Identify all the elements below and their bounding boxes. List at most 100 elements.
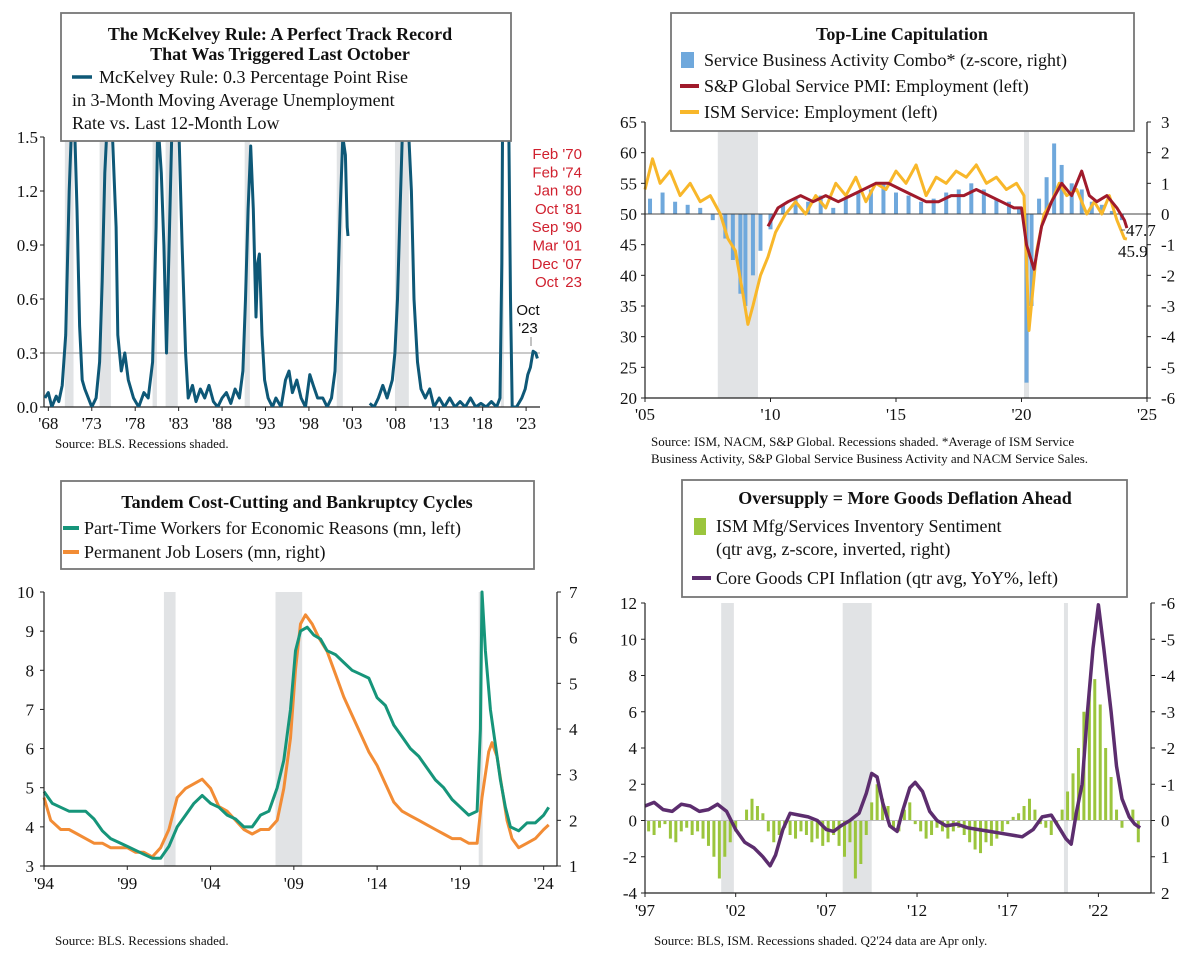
chart-title: Tandem Cost-Cutting and Bankruptcy Cycle… (121, 492, 472, 512)
y-left-tick-label: 60 (620, 144, 637, 163)
y-left-tick-label: 65 (620, 113, 637, 132)
x-tick-label: '04 (201, 874, 222, 893)
inventory-sentiment-bar (837, 820, 841, 846)
y-tick-label: 1.5 (17, 128, 38, 147)
legend-swatch (694, 518, 706, 535)
ism-employment-line (643, 157, 1128, 332)
combo-bar (750, 214, 755, 276)
y-right-tick-label: 5 (569, 674, 578, 693)
combo-bar (793, 198, 798, 214)
y-tick-label: 0.9 (17, 236, 38, 255)
y-left-tick-label: 10 (620, 630, 637, 649)
inventory-sentiment-bar (924, 820, 928, 839)
y-right-tick-label: -2 (1161, 266, 1175, 285)
combo-bar (1052, 143, 1057, 214)
inventory-sentiment-bar (674, 820, 678, 843)
oversupply-chart: -4-2024681012210-1-2-3-4-5-6'97'02'07'12… (620, 479, 1176, 948)
x-tick-label: '24 (534, 874, 555, 893)
y-left-tick-label: 0 (629, 812, 638, 831)
inventory-sentiment-bar (810, 820, 814, 843)
y-left-tick-label: 50 (620, 205, 637, 224)
recession-band (163, 592, 176, 866)
y-left-tick-label: 6 (26, 740, 35, 759)
inventory-sentiment-bar (788, 820, 792, 835)
legend-box (60, 480, 535, 570)
inventory-sentiment-bar (1115, 809, 1119, 821)
inventory-sentiment-bar (1093, 679, 1097, 821)
trigger-date-label: Mar '01 (532, 238, 582, 255)
inventory-sentiment-bar (728, 820, 732, 843)
combo-bar (981, 189, 986, 214)
inventory-sentiment-bar (1006, 820, 1010, 825)
y-right-tick-label: 2 (1161, 884, 1170, 903)
sp-pmi-line (766, 169, 1129, 271)
y-right-tick-label: -6 (1161, 389, 1175, 408)
inventory-sentiment-bar (908, 802, 912, 821)
inventory-sentiment-bar (1022, 806, 1026, 821)
inventory-sentiment-bar (761, 813, 765, 821)
inventory-sentiment-bar (647, 820, 651, 832)
core-goods-cpi-line (644, 603, 1142, 868)
capitulation-chart: 20 25 30 35 40 45 50 55 60 65 -6 -5 -4 -3 -2 -1 0 1 2 3 '05 '… (620, 12, 1176, 466)
y-right-tick-label: -1 (1161, 236, 1175, 255)
chart-source: Source: ISM, NACM, S&P Global. Recession… (651, 434, 1074, 449)
chart-source: Source: BLS. Recessions shaded. (55, 933, 229, 948)
inventory-sentiment-bar (864, 820, 868, 835)
inventory-sentiment-bar (979, 820, 983, 854)
inventory-sentiment-bar (1120, 820, 1124, 828)
y-right-tick-label: -4 (1161, 667, 1176, 686)
y-left-tick-label: 4 (26, 818, 35, 837)
chart-source: Source: BLS. Recessions shaded. (55, 436, 229, 451)
combo-bar (1006, 201, 1011, 214)
inventory-sentiment-bar (968, 820, 972, 843)
legend-label: ISM Mfg/Services Inventory Sentiment (716, 516, 1001, 536)
inventory-sentiment-bar (685, 820, 689, 828)
inventory-sentiment-bar (701, 820, 705, 839)
y-left-tick-label: 5 (26, 779, 35, 798)
mckelvey-series-line (44, 135, 350, 407)
inventory-sentiment-bar (1060, 809, 1064, 821)
combo-bar (856, 192, 861, 214)
annotation-oct: Oct (516, 302, 540, 319)
combo-bar (1069, 183, 1074, 214)
chart-source: Source: BLS, ISM. Recessions shaded. Q2'… (654, 933, 987, 948)
y-right-tick-label: -5 (1161, 358, 1175, 377)
x-tick-label: '07 (816, 901, 837, 920)
y-right-tick-label: 3 (569, 766, 578, 785)
y-right-tick-label: 3 (1161, 113, 1170, 132)
legend-label: Service Business Activity Combo* (z-scor… (704, 50, 1067, 71)
combo-bar (994, 198, 999, 214)
inventory-sentiment-bar (1109, 777, 1113, 821)
inventory-sentiment-bar (875, 784, 879, 821)
mckelvey-series-line (368, 135, 539, 407)
legend-box (681, 479, 1128, 598)
y-right-tick-label: 2 (569, 811, 578, 830)
y-right-tick-label: -2 (1161, 739, 1175, 758)
x-tick-label: '73 (82, 414, 102, 433)
inventory-sentiment-bar (946, 820, 950, 839)
recession-band (99, 137, 111, 407)
inventory-sentiment-bar (848, 820, 852, 843)
combo-bar (1037, 198, 1042, 214)
y-left-tick-label: 8 (26, 661, 35, 680)
y-left-tick-label: 40 (620, 266, 637, 285)
y-right-tick-label: 1 (1161, 848, 1170, 867)
recession-band (721, 603, 734, 893)
x-tick-label: '05 (635, 405, 655, 424)
y-left-tick-label: 8 (629, 667, 638, 686)
y-left-tick-label: 7 (26, 700, 35, 719)
y-left-tick-label: 2 (629, 775, 638, 794)
inventory-sentiment-bar (1049, 820, 1053, 835)
recession-band (394, 137, 409, 407)
combo-bar (781, 204, 786, 214)
combo-bar (843, 198, 848, 214)
combo-bar (738, 214, 743, 294)
x-tick-label: '17 (998, 901, 1019, 920)
y-right-tick-label: 2 (1161, 144, 1170, 163)
x-tick-label: '02 (726, 901, 746, 920)
y-left-tick-label: 6 (629, 703, 638, 722)
inventory-sentiment-bar (1087, 693, 1091, 821)
inventory-sentiment-bar (794, 820, 798, 839)
x-tick-label: '09 (284, 874, 304, 893)
